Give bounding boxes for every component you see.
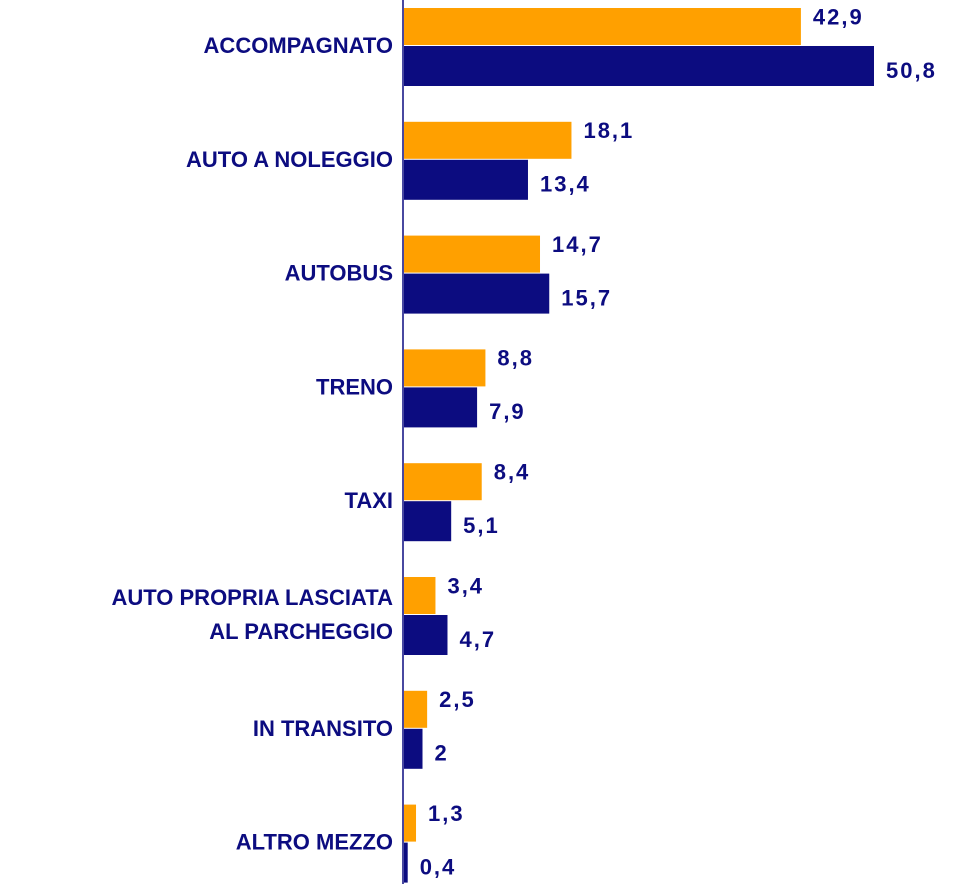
value-label: 50,8 [886, 58, 937, 83]
bar [404, 615, 448, 655]
value-label: 4,7 [459, 627, 496, 652]
bar [404, 577, 436, 614]
bar [404, 501, 452, 542]
category-label: AUTOBUS [285, 260, 393, 285]
bar [404, 842, 408, 883]
value-label: 3,4 [447, 573, 484, 598]
value-label: 5,1 [463, 513, 500, 538]
category-label: TRENO [316, 374, 393, 399]
bar [404, 235, 541, 273]
value-label: 18,1 [583, 118, 634, 143]
bar [404, 349, 486, 387]
value-label: 14,7 [552, 232, 603, 257]
bar [404, 121, 572, 159]
category-label: AUTO PROPRIA LASCIATA AL PARCHEGGIO [111, 585, 393, 644]
bar [404, 387, 478, 428]
category-label: IN TRANSITO [253, 716, 393, 741]
value-label: 0,4 [420, 854, 457, 879]
bar [404, 273, 550, 314]
value-label: 2,5 [439, 687, 476, 712]
bar [404, 159, 528, 200]
value-label: 15,7 [561, 285, 612, 310]
bar [404, 8, 801, 45]
bar [404, 804, 417, 842]
category-label: AUTO A NOLEGGIO [186, 147, 393, 172]
value-label: 8,8 [497, 346, 534, 371]
bar [404, 728, 423, 769]
value-label: 13,4 [540, 172, 591, 197]
bar [404, 690, 428, 728]
category-label: TAXI [345, 488, 393, 513]
bar [404, 463, 482, 501]
category-label: ACCOMPAGNATO [204, 33, 393, 58]
value-label: 42,9 [813, 4, 864, 29]
value-label: 2 [435, 741, 449, 766]
category-label: ALTRO MEZZO [236, 829, 393, 854]
value-label: 7,9 [489, 399, 526, 424]
value-label: 1,3 [428, 801, 465, 826]
bar [404, 46, 874, 86]
value-label: 8,4 [494, 460, 531, 485]
